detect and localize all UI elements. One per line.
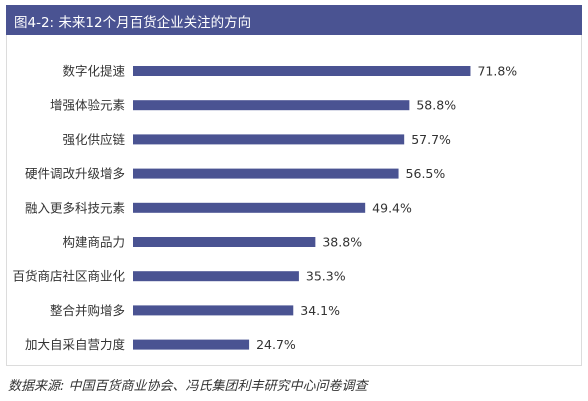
bar: [133, 100, 410, 111]
bar: [133, 271, 299, 282]
bar: [133, 339, 250, 350]
category-label: 硬件调改升级增多: [25, 166, 125, 181]
bar-chart: 数字化提速 71.8% 增强体验元素 58.8% 强化供应链 57.7% 硬件调改升级增多 5…: [12, 64, 517, 353]
bar: [133, 202, 366, 213]
value-label: 49.4%: [372, 200, 412, 215]
value-label: 34.1%: [300, 303, 340, 318]
category-label: 增强体验元素: [50, 98, 125, 113]
chart-title: 图4-2: 未来12个月百货企业关注的方向: [14, 15, 252, 31]
category-label: 融入更多科技元素: [25, 200, 125, 215]
value-label: 24.7%: [256, 337, 296, 352]
bar: [133, 168, 399, 179]
value-label: 57.7%: [411, 132, 451, 147]
category-label: 整合并购增多: [50, 303, 125, 318]
bar: [133, 66, 471, 76]
category-label: 构建商品力: [62, 235, 125, 250]
category-label: 百货商店社区商业化: [12, 269, 125, 284]
value-label: 58.8%: [416, 98, 456, 113]
value-label: 35.3%: [306, 269, 346, 284]
chart-frame: [6, 35, 582, 366]
category-label: 加大自采自营力度: [25, 337, 126, 352]
data-source-note: 数据来源: 中国百货商业协会、冯氏集团利丰研究中心问卷调查: [8, 379, 368, 394]
value-label: 71.8%: [477, 64, 517, 79]
category-label: 强化供应链: [62, 132, 125, 147]
bar: [133, 237, 316, 247]
value-label: 56.5%: [406, 166, 446, 181]
value-label: 38.8%: [322, 235, 362, 250]
chart-title-bar: 图4-2: 未来12个月百货企业关注的方向: [6, 5, 582, 35]
bar: [133, 305, 294, 316]
bar: [133, 134, 405, 145]
category-label: 数字化提速: [62, 64, 125, 79]
